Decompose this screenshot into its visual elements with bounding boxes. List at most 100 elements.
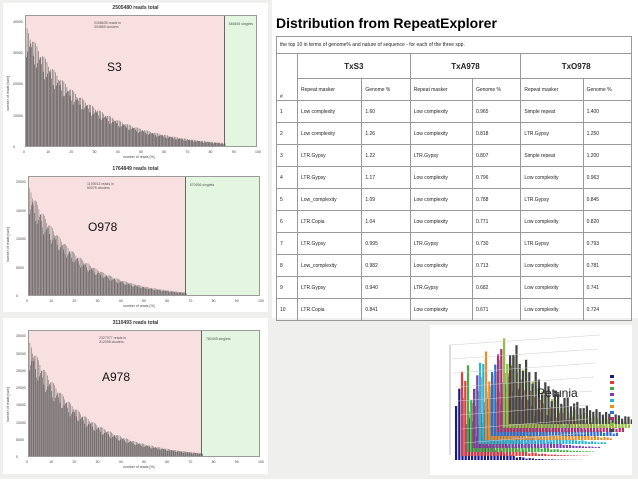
petunia-bar — [570, 455, 572, 456]
petunia-bar — [556, 444, 558, 448]
bar — [102, 112, 103, 146]
petunia-bar — [538, 454, 540, 456]
petunia-bar — [585, 451, 587, 452]
bar — [120, 121, 121, 146]
legend-swatch — [610, 423, 614, 426]
petunia-bar — [553, 449, 555, 452]
col-genome: Genome % — [362, 79, 410, 101]
bar — [34, 65, 35, 147]
bar — [47, 74, 48, 146]
table-cell: 0.741 — [583, 277, 631, 299]
petunia-bar — [559, 444, 561, 448]
petunia-bar — [506, 364, 508, 428]
petunia-bar — [563, 455, 565, 456]
petunia-bar — [601, 442, 603, 444]
bar — [204, 141, 205, 146]
bar — [207, 142, 208, 146]
petunia-bar — [551, 401, 553, 424]
x-tick-label: 40 — [119, 299, 123, 303]
bar — [183, 138, 184, 146]
y-tick-label: 20000 — [16, 180, 26, 184]
petunia-bar — [631, 419, 632, 424]
bar — [140, 129, 141, 146]
col-repeat-masker: Repeat masker — [298, 79, 362, 101]
x-tick-label: 60 — [165, 299, 169, 303]
bar — [114, 121, 115, 146]
table-cell: Low complexity — [521, 277, 583, 299]
bar — [100, 119, 101, 146]
x-tick-label: 20 — [72, 299, 76, 303]
bar — [224, 143, 225, 146]
bar — [170, 137, 171, 146]
bar — [32, 42, 33, 146]
petunia-bar — [464, 381, 466, 456]
species-label: S3 — [107, 60, 122, 74]
petunia-bar — [547, 448, 549, 452]
petunia-bar — [494, 365, 496, 436]
x-tick-label: 50 — [139, 150, 143, 154]
bar — [133, 128, 134, 146]
bar — [122, 123, 123, 146]
table-cell: LTR.Gypsy — [298, 277, 362, 299]
petunia-bar — [473, 389, 475, 448]
chart-title: 2505480 reads total — [3, 5, 268, 11]
petunia-bar — [547, 455, 549, 456]
bar — [51, 69, 52, 146]
col-genome: Genome % — [472, 79, 520, 101]
bar — [41, 57, 42, 146]
table-cell: Low complexity — [410, 299, 472, 321]
table-cell: 1.09 — [362, 189, 410, 211]
bar — [107, 118, 108, 146]
table-cell: Low complexity — [521, 211, 583, 233]
petunia-bar — [603, 433, 605, 436]
bar — [96, 111, 97, 146]
bar — [222, 143, 223, 146]
bar — [87, 105, 88, 146]
petunia-bar — [576, 451, 578, 452]
petunia-bar — [476, 375, 478, 448]
bar — [38, 63, 39, 146]
petunia-bar — [522, 371, 524, 424]
bar — [150, 134, 151, 146]
bar — [42, 56, 43, 146]
bar — [135, 130, 136, 146]
bar — [31, 44, 32, 146]
bar — [179, 138, 180, 146]
bar — [205, 142, 206, 146]
bar — [53, 85, 54, 146]
x-tick-label: 0 — [23, 150, 25, 154]
bar — [82, 99, 83, 146]
petunia-bar — [557, 449, 559, 452]
bar — [92, 106, 93, 146]
singlets-note: 346845 singlets — [229, 22, 254, 26]
table-cell: LTR.Gypsy — [521, 123, 583, 145]
bar — [172, 138, 173, 146]
bar — [222, 144, 223, 146]
petunia-bar — [538, 459, 540, 460]
petunia-bar — [531, 452, 533, 456]
bar — [225, 144, 226, 146]
bar — [161, 135, 162, 146]
petunia-bar — [594, 442, 596, 444]
bar — [221, 143, 222, 146]
bar — [37, 47, 38, 147]
petunia-bar — [621, 419, 623, 424]
petunia-bar — [610, 438, 612, 440]
petunia-bar — [541, 454, 543, 456]
petunia-bar — [587, 436, 589, 440]
petunia-bar — [565, 439, 567, 444]
petunia-bar — [506, 456, 508, 460]
table-cell: 0.841 — [362, 299, 410, 321]
bar — [212, 143, 213, 146]
bar — [61, 91, 62, 146]
bar — [87, 105, 88, 146]
petunia-bar — [548, 459, 550, 460]
x-tick-label: 80 — [212, 460, 216, 464]
petunia-bar — [563, 445, 565, 448]
bar — [113, 119, 114, 146]
